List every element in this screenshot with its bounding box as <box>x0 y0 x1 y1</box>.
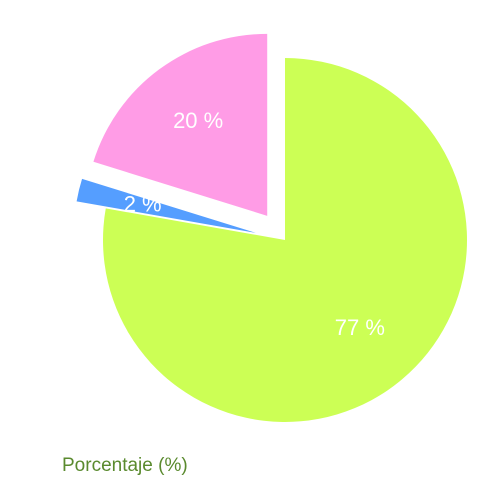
pie <box>76 33 468 422</box>
x-axis-label: Porcentaje (%) <box>62 455 188 476</box>
pie-slice <box>76 178 256 233</box>
value-label: 77 % <box>335 315 385 340</box>
value-label: 20 % <box>173 108 223 133</box>
pie-slice <box>93 33 268 216</box>
value-label: 2 % <box>124 191 162 216</box>
pie-slice <box>102 58 468 422</box>
